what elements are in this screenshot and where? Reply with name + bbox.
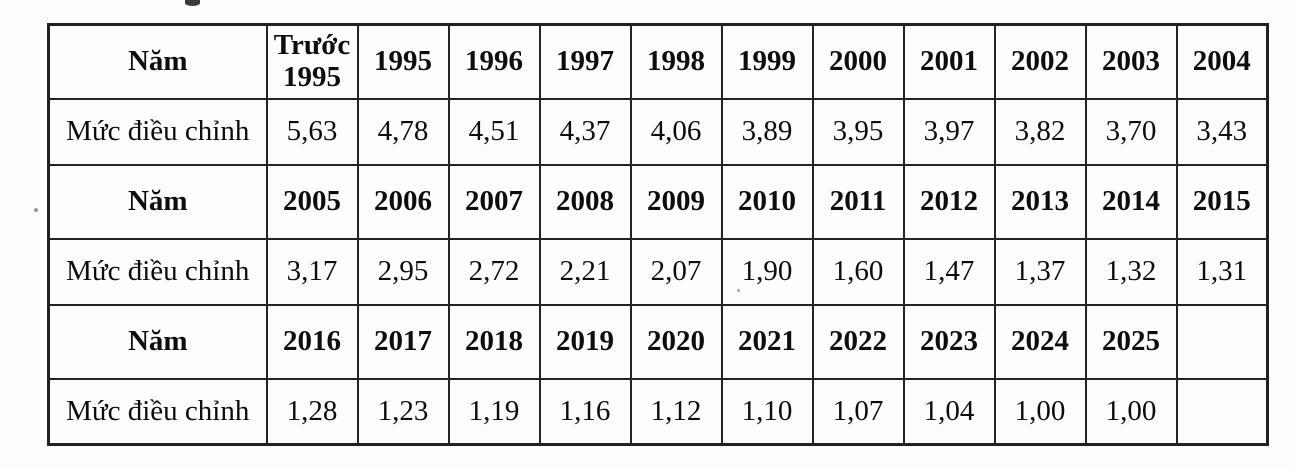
year-row-label: Năm <box>47 163 268 240</box>
adjustment-row: Mức điều chỉnh 1,28 1,23 1,19 1,16 1,12 1,10 1,… <box>47 377 1269 446</box>
year-cell: 2016 <box>265 303 359 380</box>
value-cell: 2,07 <box>629 237 723 306</box>
year-cell: 2009 <box>629 163 723 240</box>
year-row: Năm Trước 1995 1995 1996 1997 1998 1999 2000 200… <box>47 23 1269 100</box>
empty-cell <box>1175 303 1269 380</box>
value-cell: 1,37 <box>993 237 1087 306</box>
value-cell: 1,47 <box>902 237 996 306</box>
value-cell: 1,32 <box>1084 237 1178 306</box>
value-cell: 4,78 <box>356 97 450 166</box>
scan-artifact-speck <box>34 208 38 212</box>
value-cell: 4,51 <box>447 97 541 166</box>
year-cell: 2025 <box>1084 303 1178 380</box>
year-cell: 2004 <box>1175 23 1269 100</box>
value-cell: 2,72 <box>447 237 541 306</box>
value-cell: 1,00 <box>1084 377 1178 446</box>
year-cell: 2014 <box>1084 163 1178 240</box>
value-cell: 2,95 <box>356 237 450 306</box>
year-cell: 2021 <box>720 303 814 380</box>
adjustment-coefficient-table: Năm Trước 1995 1995 1996 1997 1998 1999 2000 200… <box>47 23 1269 446</box>
year-cell: 2010 <box>720 163 814 240</box>
year-cell: 2007 <box>447 163 541 240</box>
year-cell: 2002 <box>993 23 1087 100</box>
year-cell: 2011 <box>811 163 905 240</box>
value-cell: 3,82 <box>993 97 1087 166</box>
year-cell: 2001 <box>902 23 996 100</box>
value-cell: 1,12 <box>629 377 723 446</box>
year-cell: 2008 <box>538 163 632 240</box>
table-body: Năm Trước 1995 1995 1996 1997 1998 1999 2000 200… <box>47 23 1269 446</box>
year-cell: 2024 <box>993 303 1087 380</box>
year-cell: 2018 <box>447 303 541 380</box>
year-cell: 1997 <box>538 23 632 100</box>
empty-cell <box>1175 377 1269 446</box>
adjustment-row: Mức điều chỉnh 5,63 4,78 4,51 4,37 4,06 3,89 3,… <box>47 97 1269 166</box>
year-row-label: Năm <box>47 303 268 380</box>
year-cell: 2019 <box>538 303 632 380</box>
year-cell: 2012 <box>902 163 996 240</box>
year-cell: 2003 <box>1084 23 1178 100</box>
value-cell: 1,00 <box>993 377 1087 446</box>
year-cell: 2023 <box>902 303 996 380</box>
adjustment-row: Mức điều chỉnh 3,17 2,95 2,72 2,21 2,07 1,90 1,… <box>47 237 1269 306</box>
year-cell: 1995 <box>356 23 450 100</box>
year-cell: 1998 <box>629 23 723 100</box>
year-cell: 2015 <box>1175 163 1269 240</box>
value-cell: 3,17 <box>265 237 359 306</box>
value-cell: 1,28 <box>265 377 359 446</box>
year-cell: Trước 1995 <box>265 23 359 100</box>
scan-artifact-cropped-text <box>185 0 200 6</box>
value-cell: 3,70 <box>1084 97 1178 166</box>
year-cell: 2006 <box>356 163 450 240</box>
year-cell: 2013 <box>993 163 1087 240</box>
adjustment-row-label: Mức điều chỉnh <box>47 237 268 306</box>
value-cell: 3,97 <box>902 97 996 166</box>
value-cell: 1,16 <box>538 377 632 446</box>
value-cell: 1,04 <box>902 377 996 446</box>
value-cell: 3,95 <box>811 97 905 166</box>
value-cell: 5,63 <box>265 97 359 166</box>
value-cell: 1,23 <box>356 377 450 446</box>
year-cell: 1996 <box>447 23 541 100</box>
value-cell: 1,31 <box>1175 237 1269 306</box>
year-cell: 2000 <box>811 23 905 100</box>
value-cell: 1,60 <box>811 237 905 306</box>
value-cell: 1,90 <box>720 237 814 306</box>
year-cell: 2020 <box>629 303 723 380</box>
year-row: Năm 2005 2006 2007 2008 2009 2010 2011 2012 2013 2… <box>47 163 1269 240</box>
adjustment-row-label: Mức điều chỉnh <box>47 377 268 446</box>
value-cell: 4,37 <box>538 97 632 166</box>
year-cell: 2017 <box>356 303 450 380</box>
value-cell: 3,89 <box>720 97 814 166</box>
year-cell: 2005 <box>265 163 359 240</box>
year-row-label: Năm <box>47 23 268 100</box>
value-cell: 1,19 <box>447 377 541 446</box>
value-cell: 1,10 <box>720 377 814 446</box>
year-cell: 2022 <box>811 303 905 380</box>
value-cell: 4,06 <box>629 97 723 166</box>
value-cell: 1,07 <box>811 377 905 446</box>
year-row: Năm 2016 2017 2018 2019 2020 2021 2022 2023 2024 2… <box>47 303 1269 380</box>
value-cell: 3,43 <box>1175 97 1269 166</box>
value-cell: 2,21 <box>538 237 632 306</box>
adjustment-row-label: Mức điều chỉnh <box>47 97 268 166</box>
year-cell: 1999 <box>720 23 814 100</box>
